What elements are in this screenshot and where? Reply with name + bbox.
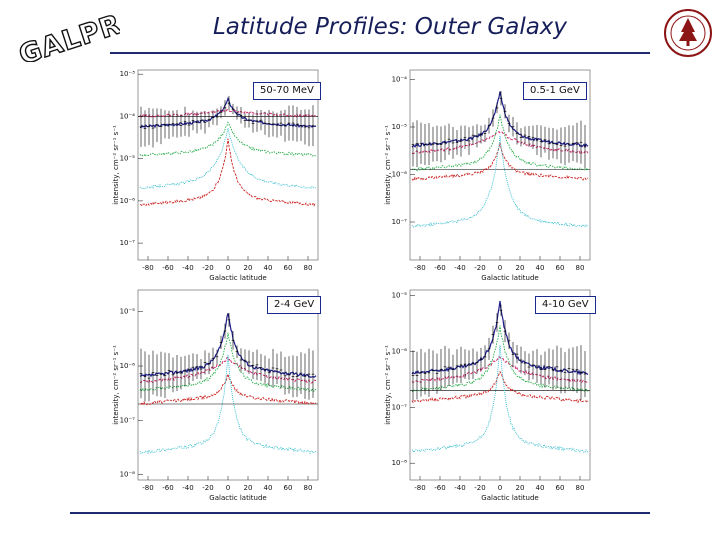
x-tick-label: 60	[556, 484, 565, 492]
x-tick-label: -80	[142, 264, 153, 272]
series-pi0-line	[139, 121, 317, 157]
series-pi0-line	[412, 325, 589, 393]
chart-svg-2: 10⁻⁴ 10⁻⁵ 10⁻⁶ 10⁻⁷ -80 -60 -40 -20 0 20 40 60 80 Gal…	[384, 69, 591, 282]
y-tick-label: 10⁻⁶	[120, 197, 136, 205]
x-tick-label: 20	[244, 484, 253, 492]
x-tick-label: -60	[434, 264, 445, 272]
x-tick-label: -20	[202, 484, 213, 492]
x-tick-label: 0	[226, 264, 230, 272]
logo-text: GALPROP	[15, 6, 120, 62]
x-tick-label: 40	[536, 484, 545, 492]
x-axis-label: Galactic latitude	[209, 274, 266, 282]
y-axis-label: intensity, cm⁻² sr⁻¹ s⁻¹	[384, 345, 392, 425]
series-bremss-line	[139, 372, 317, 406]
series-bremss-line	[139, 138, 317, 207]
y-tick-label: 10⁻⁶	[392, 347, 408, 355]
x-tick-label: -20	[202, 264, 213, 272]
chart-svg-1: 10⁻³ 10⁻⁴ 10⁻⁵ 10⁻⁶ 10⁻⁷ -80 -60 -40 -20 0 20 40 60 8…	[112, 69, 319, 282]
series-total-line	[411, 91, 589, 149]
x-tick-label: -80	[414, 484, 425, 492]
x-tick-label: -40	[454, 484, 465, 492]
x-tick-label: 40	[536, 264, 545, 272]
series-total-line	[411, 300, 589, 376]
x-tick-label: 0	[226, 484, 230, 492]
x-tick-label: 80	[304, 484, 313, 492]
series-total-line	[140, 313, 317, 378]
y-tick-label: 10⁻⁶	[392, 171, 408, 179]
y-tick-label: 10⁻⁷	[392, 403, 408, 411]
plot-frame	[137, 69, 319, 261]
x-tick-label: -60	[434, 484, 445, 492]
x-tick-label: -40	[182, 264, 193, 272]
series-ic-line	[411, 355, 589, 384]
series-bremss-line	[411, 142, 589, 182]
y-tick-label: 10⁻⁴	[120, 112, 136, 120]
chart-svg-3: 10⁻⁵ 10⁻⁶ 10⁻⁷ 10⁻⁸ -80 -60 -40 -20 0 20 40 60 80 Gal…	[112, 289, 319, 502]
chart-svg-4: 10⁻⁵ 10⁻⁶ 10⁻⁷ 10⁻⁸ -80 -60 -40 -20 0 20 40 60 80 Gal…	[384, 289, 591, 502]
series-pi0-line	[411, 114, 589, 172]
y-tick-label: 10⁻⁵	[392, 292, 408, 300]
x-axis-label: Galactic latitude	[481, 274, 538, 282]
y-axis-label: intensity, cm⁻² sr⁻¹ s⁻¹	[112, 125, 120, 205]
x-tick-label: -60	[162, 264, 173, 272]
x-tick-label: -60	[162, 484, 173, 492]
header-rule	[110, 52, 650, 54]
series-ic-line	[139, 108, 317, 119]
x-axis-label: Galactic latitude	[209, 494, 266, 502]
y-tick-label: 10⁻⁸	[392, 459, 408, 467]
profile-panel-2: 10⁻⁴ 10⁻⁵ 10⁻⁶ 10⁻⁷ -80 -60 -40 -20 0 20 40 60 80 Gal…	[380, 62, 650, 290]
series-ic-line	[411, 130, 589, 155]
y-tick-label: 10⁻⁷	[120, 416, 136, 424]
page-title: Latitude Profiles: Outer Galaxy	[212, 14, 568, 40]
x-tick-label: 60	[556, 264, 565, 272]
y-tick-label: 10⁻⁶	[120, 362, 136, 370]
plot-frame	[137, 289, 319, 481]
footer-rule	[70, 512, 650, 514]
x-tick-label: 0	[498, 484, 502, 492]
y-tick-label: 10⁻⁷	[120, 239, 136, 247]
y-tick-label: 10⁻⁸	[120, 471, 136, 479]
energy-label-3: 2-4 GeV	[267, 296, 322, 314]
galprop-logo: GALPROP	[15, 6, 120, 62]
x-tick-label: 20	[516, 264, 525, 272]
x-tick-label: -80	[142, 484, 153, 492]
profile-panel-4: 10⁻⁵ 10⁻⁶ 10⁻⁷ 10⁻⁸ -80 -60 -40 -20 0 20 40 60 80 Gal…	[380, 282, 650, 510]
y-tick-label: 10⁻⁵	[120, 155, 136, 163]
y-tick-label: 10⁻⁵	[392, 123, 408, 131]
x-axis-label: Galactic latitude	[481, 494, 538, 502]
energy-label-2: 0.5-1 GeV	[523, 82, 587, 100]
x-tick-label: 80	[304, 264, 313, 272]
profile-panel-1: 10⁻³ 10⁻⁴ 10⁻⁵ 10⁻⁶ 10⁻⁷ -80 -60 -40 -20 0 20 40 60 8…	[108, 62, 378, 290]
x-tick-label: 0	[498, 264, 502, 272]
series-iso-line	[139, 128, 317, 190]
x-tick-label: -40	[182, 484, 193, 492]
series-iso-line	[139, 354, 317, 455]
x-tick-label: 40	[264, 484, 273, 492]
x-tick-label: -40	[454, 264, 465, 272]
x-tick-label: 60	[284, 264, 293, 272]
profile-panel-3: 10⁻⁵ 10⁻⁶ 10⁻⁷ 10⁻⁸ -80 -60 -40 -20 0 20 40 60 80 Gal…	[108, 282, 378, 510]
x-tick-label: 80	[576, 264, 585, 272]
y-tick-label: 10⁻³	[120, 70, 136, 78]
series-bremss-line	[411, 370, 589, 404]
x-tick-label: 40	[264, 264, 273, 272]
x-tick-label: -80	[414, 264, 425, 272]
series-pi0-line	[139, 332, 317, 393]
energy-label-1: 50-70 MeV	[253, 82, 321, 100]
x-tick-label: -20	[474, 264, 485, 272]
series-total-line	[139, 96, 317, 129]
x-tick-label: -20	[474, 484, 485, 492]
y-tick-label: 10⁻⁵	[120, 308, 136, 316]
x-tick-label: 80	[576, 484, 585, 492]
university-seal-icon	[664, 9, 712, 57]
y-tick-label: 10⁻⁷	[392, 218, 408, 226]
x-tick-label: 60	[284, 484, 293, 492]
x-tick-label: 20	[244, 264, 253, 272]
energy-label-4: 4-10 GeV	[535, 296, 596, 314]
x-tick-label: 20	[516, 484, 525, 492]
y-axis-label: intensity, cm⁻² sr⁻¹ s⁻¹	[384, 125, 392, 205]
plot-frame	[409, 289, 591, 481]
y-axis-label: intensity, cm⁻² sr⁻¹ s⁻¹	[112, 345, 120, 425]
y-tick-label: 10⁻⁴	[392, 76, 408, 84]
